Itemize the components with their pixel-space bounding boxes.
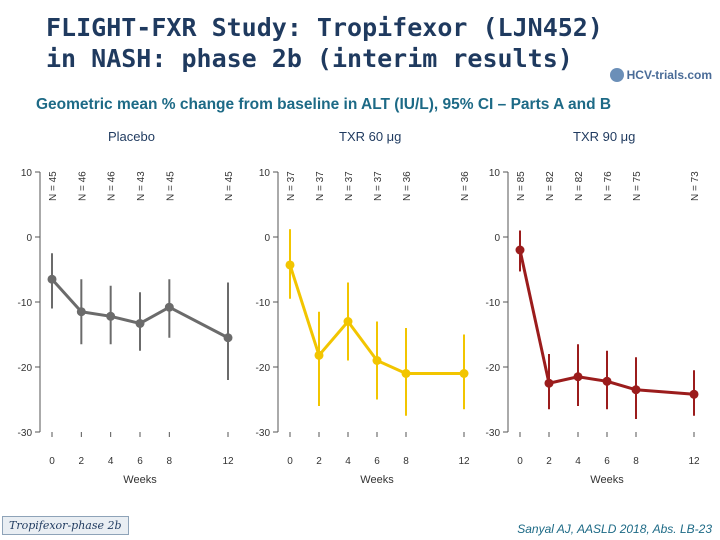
y-tick-label: 0: [264, 233, 270, 244]
data-point: [401, 369, 411, 378]
x-tick-label: 0: [517, 456, 523, 467]
site-logo: HCV-trials.com: [609, 68, 712, 82]
data-point: [343, 317, 353, 326]
x-tick-label: 6: [604, 456, 610, 467]
data-point: [372, 356, 382, 365]
x-tick-label: 8: [403, 456, 409, 467]
x-tick-label: 12: [222, 456, 234, 467]
panel-title-txr90: TXR 90 μg: [573, 129, 636, 144]
x-tick-label: 2: [79, 456, 85, 467]
x-axis-label: Weeks: [590, 474, 624, 486]
y-tick-label: -20: [486, 363, 501, 374]
x-tick-label: 8: [167, 456, 173, 467]
globe-icon: [609, 68, 624, 82]
title-line-1: FLIGHT-FXR Study: Tropifexor (LJN452): [46, 13, 603, 42]
n-label: N = 82: [574, 171, 585, 201]
data-point: [135, 318, 145, 328]
n-label: N = 45: [165, 171, 176, 201]
y-tick-label: -20: [18, 363, 33, 374]
data-point: [223, 333, 233, 343]
y-tick-label: 10: [21, 168, 33, 179]
data-point: [602, 376, 612, 386]
x-tick-label: 0: [49, 456, 55, 467]
y-tick-label: 10: [489, 168, 501, 179]
data-point: [689, 389, 699, 399]
x-tick-label: 2: [316, 456, 322, 467]
data-point: [164, 302, 174, 312]
x-tick-label: 12: [688, 456, 700, 467]
n-label: N = 82: [545, 171, 556, 201]
data-point: [314, 350, 324, 360]
data-point: [76, 307, 86, 317]
y-tick-label: -10: [256, 298, 271, 309]
n-label: N = 37: [373, 171, 384, 201]
n-label: N = 45: [224, 171, 235, 201]
n-label: N = 37: [286, 171, 297, 201]
n-label: N = 46: [107, 171, 118, 201]
panel-title-placebo: Placebo: [108, 129, 155, 144]
data-point: [631, 385, 641, 395]
x-tick-label: 6: [374, 456, 380, 467]
data-point: [544, 378, 554, 388]
n-label: N = 43: [136, 171, 147, 201]
data-point: [515, 245, 525, 255]
data-point: [285, 260, 295, 270]
header-band: [0, 0, 720, 84]
n-label: N = 36: [460, 171, 471, 201]
x-tick-label: 12: [458, 456, 470, 467]
data-point: [459, 369, 469, 378]
x-tick-label: 4: [345, 456, 351, 467]
data-point: [573, 372, 583, 382]
n-label: N = 36: [402, 171, 413, 201]
logo-text: HCV-trials.com: [626, 68, 712, 82]
n-label: N = 37: [344, 171, 355, 201]
n-label: N = 73: [690, 171, 701, 201]
y-tick-label: -10: [486, 298, 501, 309]
n-label: N = 45: [48, 171, 59, 201]
data-point: [47, 274, 57, 284]
x-tick-label: 2: [546, 456, 552, 467]
panel-title-txr60: TXR 60 μg: [339, 129, 402, 144]
x-tick-label: 0: [287, 456, 293, 467]
n-label: N = 46: [77, 171, 88, 201]
y-tick-label: 10: [259, 168, 271, 179]
series-line: [518, 249, 695, 396]
x-tick-label: 8: [633, 456, 639, 467]
series-line: [288, 264, 464, 375]
x-tick-label: 4: [575, 456, 581, 467]
n-label: N = 37: [315, 171, 326, 201]
y-tick-label: 0: [26, 233, 32, 244]
chart-title: Geometric mean % change from baseline in…: [36, 96, 612, 113]
y-tick-label: 0: [494, 233, 500, 244]
title-line-2: in NASH: phase 2b (interim results): [46, 44, 573, 73]
y-tick-label: -30: [486, 428, 501, 439]
page-title: FLIGHT-FXR Study: Tropifexor (LJN452) in…: [46, 12, 646, 74]
x-axis-label: Weeks: [360, 474, 394, 486]
y-tick-label: -20: [256, 363, 271, 374]
n-label: N = 75: [632, 171, 643, 201]
study-badge: Tropifexor-phase 2b: [2, 516, 129, 535]
x-tick-label: 4: [108, 456, 114, 467]
data-point: [106, 311, 116, 321]
x-axis-label: Weeks: [123, 474, 157, 486]
y-tick-label: -30: [18, 428, 33, 439]
y-tick-label: -30: [256, 428, 271, 439]
series-line: [50, 278, 229, 340]
n-label: N = 85: [516, 171, 527, 201]
x-tick-label: 6: [137, 456, 143, 467]
citation: Sanyal AJ, AASLD 2018, Abs. LB-23: [517, 522, 712, 536]
n-label: N = 76: [603, 171, 614, 201]
y-tick-label: -10: [18, 298, 33, 309]
